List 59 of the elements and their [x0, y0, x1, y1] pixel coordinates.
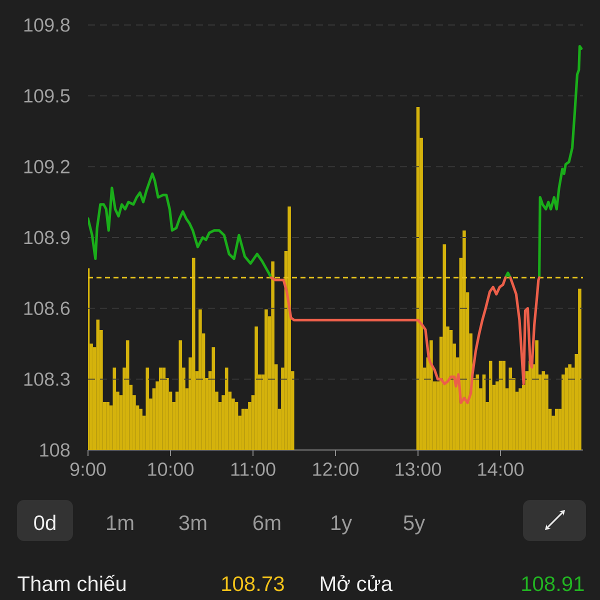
- text: 3m: [179, 515, 206, 530]
- bar: [502, 360, 506, 450]
- bar: [158, 368, 162, 450]
- bar: [146, 368, 150, 450]
- y-tick-label: 108.6: [24, 302, 70, 316]
- y-tick-label: 109.8: [24, 18, 70, 32]
- bar: [508, 368, 512, 450]
- bar: [476, 374, 480, 450]
- bar: [198, 309, 202, 450]
- text: 1y: [332, 516, 352, 534]
- x-tick-label: 13:00: [396, 462, 442, 476]
- y-tick-label: 108: [40, 443, 70, 457]
- x-tick-label: 11:00: [231, 462, 276, 476]
- text: 5y: [404, 516, 426, 534]
- bar: [112, 368, 116, 450]
- x-tick-label: 12:00: [313, 462, 359, 476]
- bar: [528, 360, 532, 450]
- bar: [234, 402, 238, 450]
- y-tick-label: 109.2: [24, 160, 70, 174]
- text: Tham chiếu: [18, 574, 126, 592]
- bar: [488, 360, 492, 450]
- bar: [542, 371, 546, 450]
- text: 6m: [253, 515, 280, 530]
- bar: [554, 408, 558, 450]
- bar: [264, 309, 268, 450]
- bar: [288, 206, 291, 450]
- text: 1m: [107, 516, 134, 530]
- bar: [568, 364, 572, 450]
- bar: [518, 388, 522, 450]
- bar: [162, 368, 166, 450]
- text: 108.73: [222, 576, 284, 592]
- bar: [271, 261, 274, 450]
- bar: [224, 368, 228, 450]
- bar: [535, 340, 538, 450]
- bar: [254, 326, 258, 450]
- bar: [564, 368, 568, 450]
- x-tick-label: 14:00: [478, 462, 524, 476]
- text: 0d: [34, 514, 56, 530]
- bar: [462, 230, 466, 450]
- bar: [106, 402, 110, 450]
- bar: [482, 374, 486, 450]
- y-tick-label: 108.9: [24, 230, 70, 244]
- y-tick-label: 108.3: [24, 372, 70, 386]
- bar: [126, 340, 130, 450]
- bar: [498, 360, 502, 450]
- bar: [178, 340, 182, 450]
- bar: [139, 408, 142, 450]
- text: Mở cửa: [320, 575, 393, 592]
- text: 108.91: [522, 576, 584, 592]
- x-tick-label: 9:00: [70, 462, 106, 476]
- x-tick-label: 10:00: [148, 462, 194, 476]
- bar: [241, 408, 245, 450]
- bar: [545, 374, 548, 450]
- bar: [96, 320, 100, 450]
- bar: [192, 258, 196, 450]
- bar: [430, 340, 433, 450]
- bar: [212, 347, 216, 450]
- y-tick-label: 109.5: [24, 89, 70, 103]
- bar: [578, 288, 582, 450]
